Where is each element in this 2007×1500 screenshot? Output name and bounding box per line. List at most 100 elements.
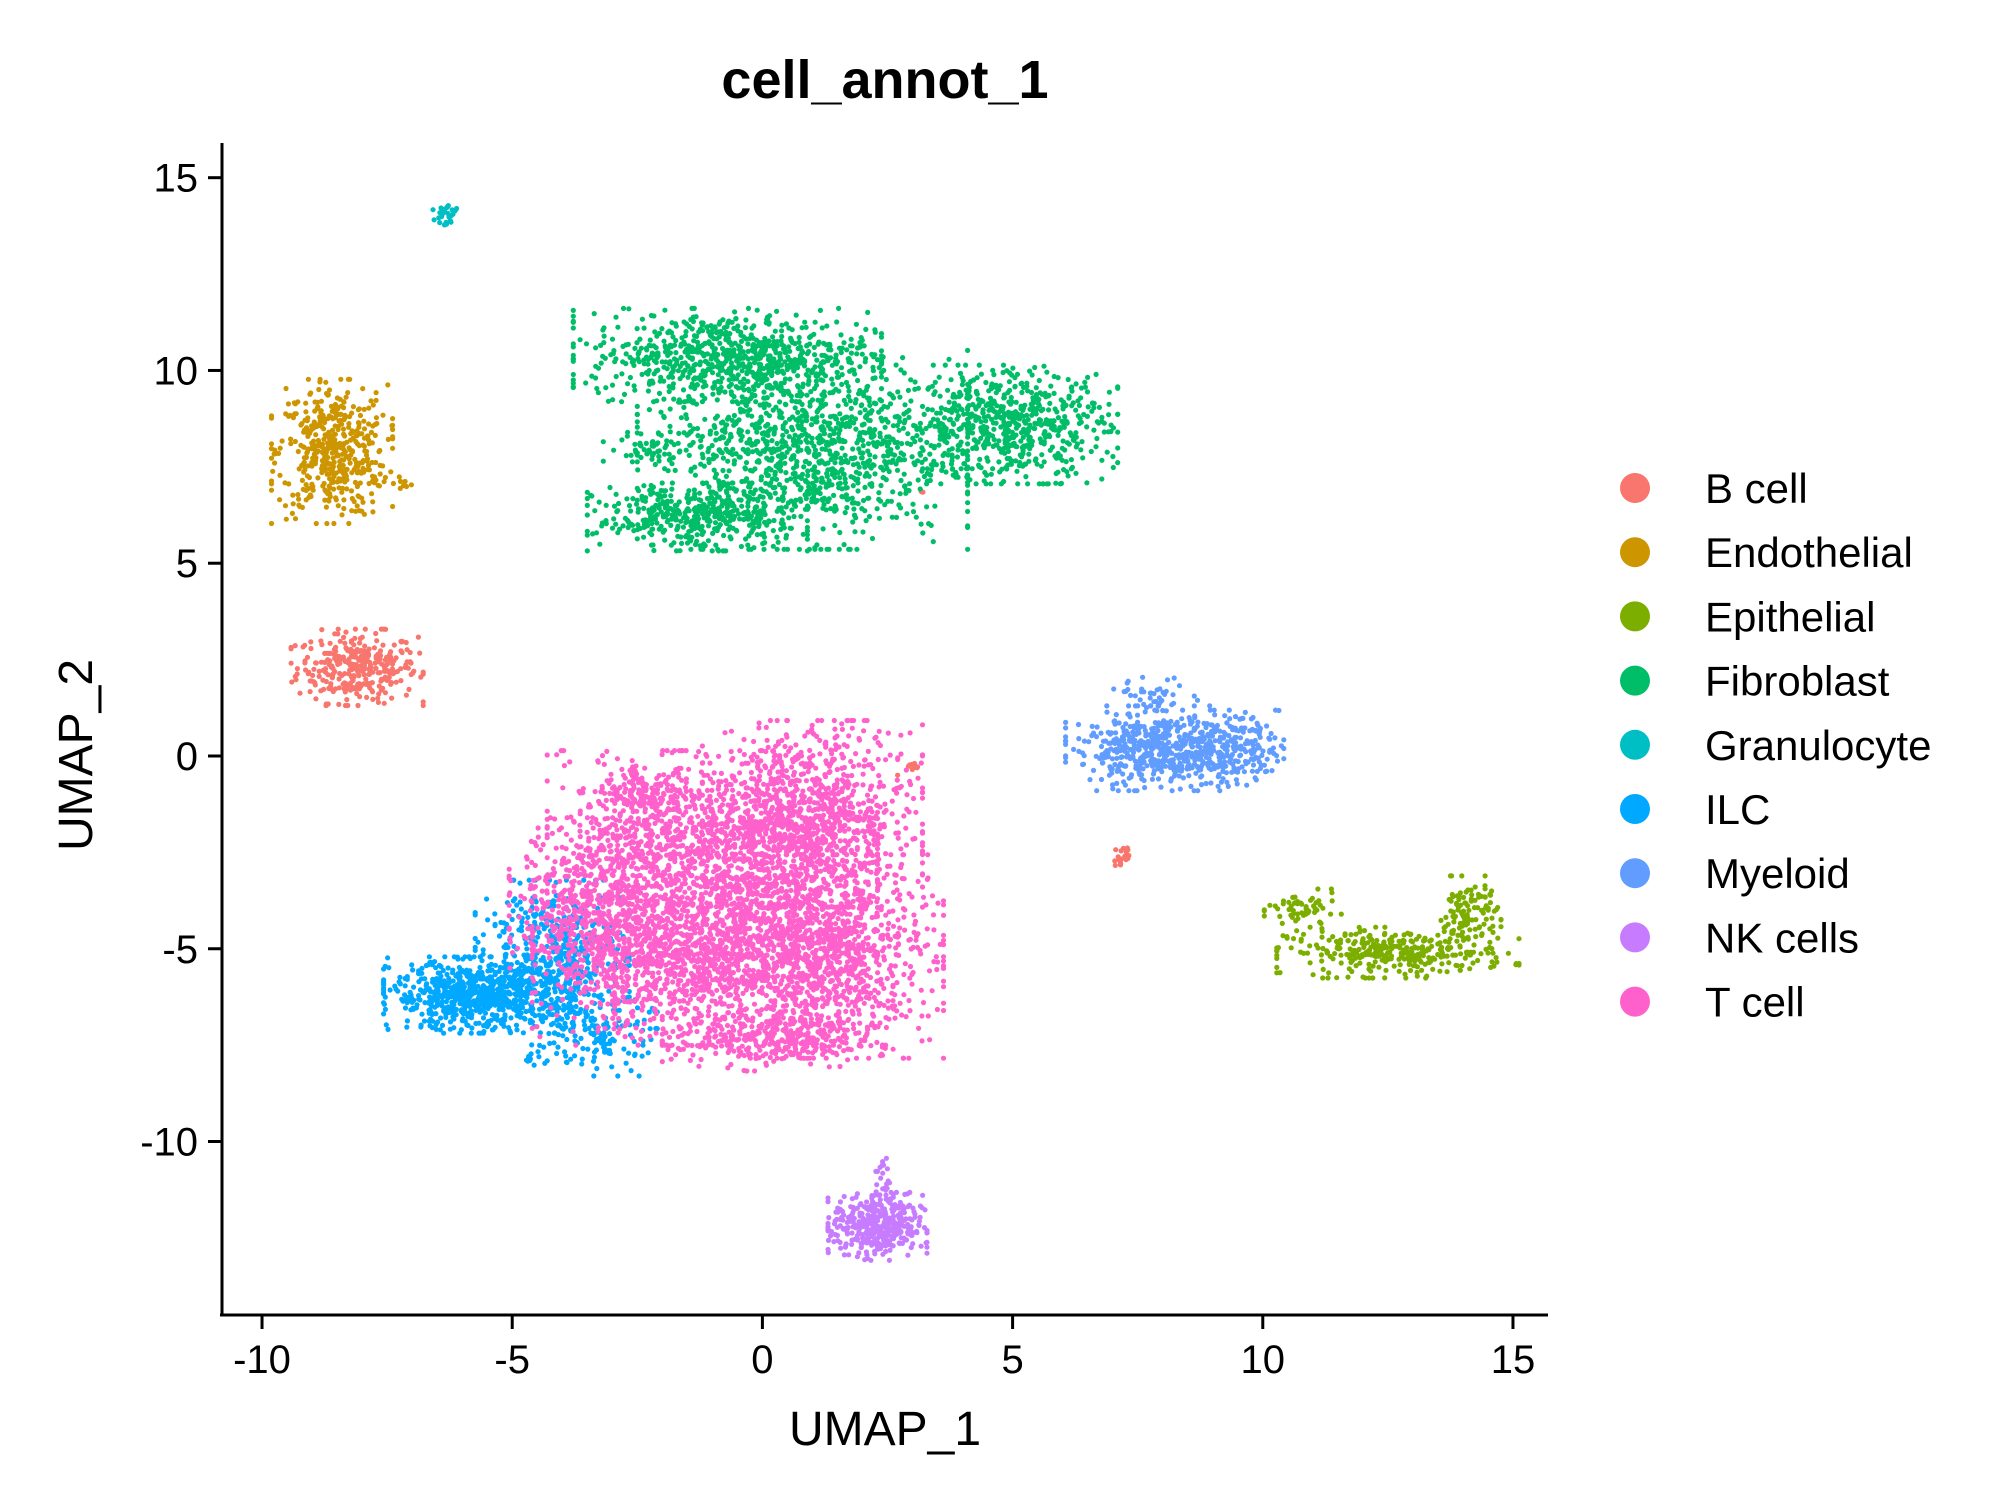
data-point bbox=[462, 1006, 468, 1012]
data-point bbox=[942, 362, 948, 368]
data-point bbox=[342, 702, 349, 709]
data-point bbox=[343, 467, 349, 473]
data-point bbox=[712, 380, 718, 386]
data-point bbox=[341, 505, 347, 512]
data-point bbox=[436, 215, 442, 221]
data-point bbox=[770, 334, 776, 340]
data-point bbox=[830, 381, 836, 387]
data-point bbox=[856, 433, 863, 439]
data-point bbox=[793, 497, 799, 503]
data-point bbox=[1483, 916, 1489, 922]
data-point bbox=[654, 520, 660, 526]
data-point bbox=[895, 389, 901, 395]
data-point bbox=[854, 461, 861, 467]
data-point bbox=[775, 496, 781, 502]
data-point bbox=[937, 393, 943, 399]
data-point bbox=[894, 444, 901, 450]
data-point bbox=[912, 379, 918, 385]
data-point bbox=[686, 488, 692, 494]
data-point bbox=[818, 377, 824, 383]
data-point bbox=[321, 436, 327, 442]
data-point bbox=[1044, 369, 1050, 375]
data-point bbox=[415, 634, 421, 640]
data-point bbox=[799, 401, 805, 407]
data-point bbox=[822, 393, 828, 399]
data-point bbox=[353, 508, 359, 514]
data-point bbox=[1096, 404, 1102, 410]
data-point bbox=[389, 423, 395, 429]
data-point bbox=[698, 546, 704, 552]
data-point bbox=[306, 446, 312, 452]
data-point bbox=[648, 355, 654, 361]
data-point bbox=[666, 388, 672, 395]
data-point bbox=[956, 393, 963, 400]
data-point bbox=[1126, 852, 1132, 859]
data-point bbox=[833, 386, 839, 392]
data-point bbox=[605, 398, 612, 404]
data-point bbox=[268, 487, 275, 493]
data-point bbox=[848, 350, 855, 356]
data-point bbox=[878, 482, 884, 489]
data-point bbox=[1059, 445, 1065, 451]
data-point bbox=[302, 642, 308, 648]
data-point bbox=[375, 699, 381, 706]
data-point bbox=[827, 390, 833, 396]
data-point bbox=[804, 518, 811, 524]
data-point bbox=[850, 519, 856, 525]
data-point bbox=[890, 489, 896, 495]
data-point bbox=[813, 476, 820, 482]
data-point bbox=[762, 511, 768, 518]
data-point bbox=[321, 426, 327, 432]
data-point bbox=[943, 469, 949, 475]
data-point bbox=[746, 522, 753, 528]
data-point bbox=[831, 428, 837, 434]
data-point bbox=[466, 954, 473, 960]
data-point bbox=[484, 1024, 490, 1030]
data-point bbox=[1027, 368, 1033, 374]
data-point bbox=[1325, 975, 1331, 981]
data-point bbox=[863, 356, 869, 362]
data-point bbox=[1304, 950, 1311, 956]
data-point bbox=[954, 433, 960, 439]
data-point bbox=[346, 648, 352, 654]
data-point bbox=[938, 405, 945, 411]
data-point bbox=[1115, 411, 1121, 417]
data-point bbox=[388, 469, 394, 475]
data-point bbox=[737, 379, 744, 385]
data-point bbox=[398, 638, 404, 645]
data-point bbox=[514, 1027, 520, 1033]
data-point bbox=[337, 463, 343, 469]
data-point bbox=[741, 334, 747, 340]
data-point bbox=[628, 508, 634, 514]
data-point bbox=[1396, 968, 1402, 974]
data-point bbox=[1332, 951, 1338, 957]
data-point bbox=[860, 437, 866, 443]
data-point bbox=[884, 465, 890, 471]
data-point bbox=[1489, 959, 1495, 965]
data-point bbox=[843, 401, 849, 407]
data-point bbox=[726, 468, 732, 474]
data-point bbox=[623, 342, 629, 348]
data-point bbox=[363, 681, 369, 688]
data-point bbox=[887, 391, 893, 397]
data-point bbox=[1422, 935, 1428, 941]
data-point bbox=[683, 447, 689, 453]
data-point bbox=[723, 446, 729, 452]
data-point bbox=[361, 443, 367, 449]
data-point bbox=[1320, 975, 1326, 981]
data-point bbox=[780, 521, 786, 527]
data-point bbox=[973, 481, 979, 487]
data-point bbox=[1495, 904, 1501, 911]
data-point bbox=[845, 356, 851, 362]
data-point bbox=[648, 343, 654, 349]
data-point bbox=[804, 392, 810, 398]
data-point bbox=[776, 408, 782, 414]
data-point bbox=[788, 335, 794, 341]
data-point bbox=[707, 500, 713, 506]
data-point bbox=[925, 386, 931, 392]
data-point bbox=[1289, 914, 1295, 920]
data-point bbox=[866, 513, 873, 520]
data-point bbox=[807, 403, 813, 409]
data-point bbox=[303, 454, 309, 460]
data-point bbox=[1338, 960, 1344, 966]
